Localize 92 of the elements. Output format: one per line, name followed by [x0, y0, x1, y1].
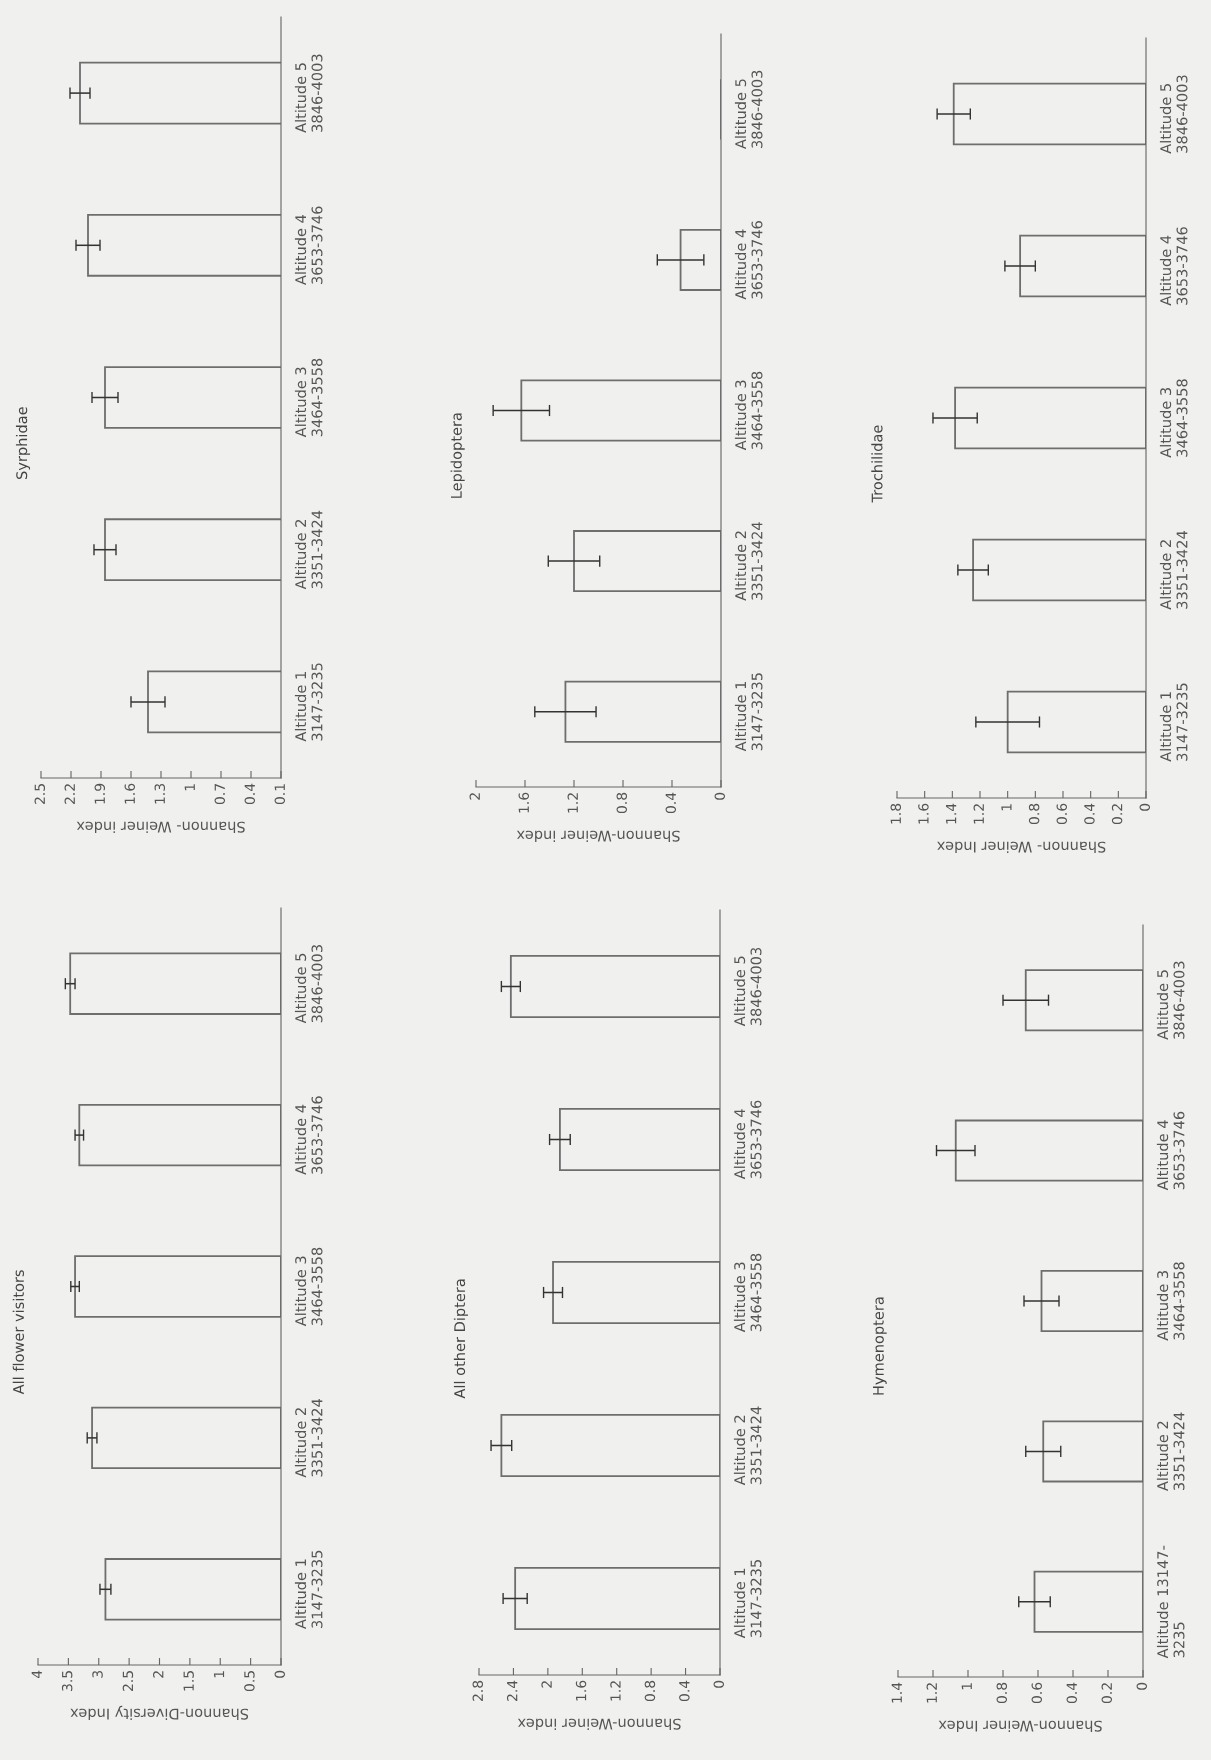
x-tick-label: 0: [714, 792, 726, 800]
x-tick-label: 2.5: [34, 784, 46, 804]
x-tick-label: 1.4: [946, 803, 957, 824]
x-tick-label: 1.6: [575, 1680, 587, 1701]
x-axis-title: Shannon- Weiner index: [76, 821, 245, 833]
x-tick-label: 1.2: [926, 1683, 937, 1703]
x-axis-title: Shannon-Weiner index: [517, 1718, 681, 1730]
x-tick-label: 0.8: [616, 792, 628, 814]
x-tick-label: 0.1: [274, 784, 286, 805]
x-tick-label: 3.5: [61, 1671, 73, 1691]
x-tick-label: 2.2: [64, 784, 75, 804]
y-tick-label: Altitude 1 3147-3235: [1159, 683, 1188, 762]
y-tick-label: Altitude 13147- 3235: [1156, 1545, 1185, 1659]
text: Trochilidae: [871, 425, 883, 503]
y-tick-label: Altitude 2 3351-3424: [1156, 1412, 1185, 1492]
x-tick-label: 1: [1001, 804, 1012, 811]
y-tick-label: Altitude 2 3351-3424: [1159, 531, 1188, 610]
x-tick-label: 0.4: [244, 783, 256, 805]
y-tick-label: Altitude 1 3147-3235: [294, 1550, 323, 1629]
y-tick-label: Altitude 5 3846-4003: [1159, 75, 1188, 154]
y-tick-label: Altitude 3 3464-3558: [734, 371, 763, 451]
x-axis-title: Shannon-Diversity Index: [70, 1705, 249, 1720]
x-tick-label: 1.2: [567, 793, 578, 813]
y-tick-label: Altitude 1 3147-3235: [734, 673, 763, 752]
x-tick-label: 2: [469, 793, 480, 800]
x-tick-label: 1.9: [94, 783, 106, 804]
x-tick-label: 2.5: [122, 1671, 134, 1691]
x-tick-label: 1.2: [610, 1681, 621, 1701]
y-tick-label: Altitude 1 3147-3235: [294, 663, 323, 742]
x-tick-label: 0: [274, 1670, 286, 1678]
x-axis-title: Shannon- Weiner Index: [937, 841, 1106, 853]
x-tick-label: 1.6: [518, 792, 530, 813]
text: Hymenoptera: [873, 1297, 887, 1395]
x-tick-label: 1: [213, 1671, 225, 1678]
y-tick-label: Altitude 2 3351-3424: [734, 522, 763, 601]
x-axis-title: Shannon-Weiner Index: [938, 1720, 1102, 1732]
y-tick-label: Altitude 2 3351-3424: [294, 1398, 323, 1478]
y-tick-label: Altitude 4 3653-3746: [734, 221, 763, 300]
text: All flower visitors: [12, 1270, 25, 1395]
y-tick-label: Altitude 3 3464-3558: [733, 1253, 762, 1333]
x-tick-label: 1.3: [154, 783, 166, 804]
y-tick-label: Altitude 3 3464-3558: [294, 1247, 323, 1327]
x-tick-label: 0: [1136, 1682, 1148, 1690]
x-tick-label: 0.4: [1066, 1682, 1078, 1704]
x-tick-label: 1.6: [124, 783, 136, 804]
x-tick-label: 0.6: [1056, 803, 1068, 825]
x-tick-label: 0.6: [1031, 1682, 1043, 1704]
x-tick-label: 0.5: [244, 1671, 255, 1692]
y-tick-label: Altitude 5 3846-4003: [733, 947, 762, 1027]
y-tick-label: Altitude 1 3147-3235: [733, 1560, 762, 1639]
x-tick-label: 1.4: [891, 1682, 902, 1703]
y-tick-label: Altitude 4 3653-3746: [1159, 227, 1188, 306]
x-tick-label: 4: [31, 1670, 42, 1679]
y-tick-label: Altitude 3 3464-3558: [294, 358, 323, 438]
y-tick-label: Altitude 3 3464-3558: [1156, 1262, 1185, 1341]
x-tick-label: 0.4: [665, 792, 677, 814]
x-tick-label: 0.7: [214, 784, 226, 805]
x-tick-label: 0.8: [644, 1680, 656, 1702]
x-tick-label: 0.8: [1028, 803, 1040, 825]
x-tick-label: 1: [184, 784, 195, 791]
x-tick-label: 0: [1139, 803, 1151, 811]
y-tick-label: Altitude 5 3846-4003: [1156, 961, 1185, 1040]
x-tick-label: 2: [153, 1671, 164, 1678]
x-tick-label: 0: [713, 1680, 725, 1688]
x-tick-label: 3: [92, 1670, 103, 1678]
x-tick-label: 1.5: [183, 1671, 194, 1691]
y-tick-label: Altitude 4 3653-3746: [294, 206, 323, 285]
x-tick-label: 1.6: [918, 803, 929, 824]
x-tick-label: 0.8: [996, 1682, 1008, 1704]
x-tick-label: 2.8: [472, 1680, 484, 1701]
x-tick-label: 0.4: [1084, 803, 1095, 825]
x-tick-label: 0.4: [679, 1680, 690, 1702]
y-tick-label: Altitude 5 3846-4003: [734, 70, 763, 149]
text: Lepidoptera: [450, 413, 465, 498]
x-tick-label: 2.4: [506, 1680, 518, 1701]
x-tick-label: 0.2: [1101, 1683, 1113, 1704]
x-axis-title: Shannon-Weiner index: [516, 830, 680, 842]
x-tick-label: 1: [961, 1683, 972, 1690]
y-tick-label: Altitude 3 3464-3558: [1159, 379, 1188, 458]
y-tick-label: Altitude 2 3351-3424: [294, 510, 323, 590]
y-tick-label: Altitude 5 3846-4003: [294, 945, 323, 1024]
y-tick-label: Altitude 4 3653-3746: [294, 1096, 323, 1175]
x-tick-label: 1.8: [890, 803, 902, 824]
y-tick-label: Altitude 4 3653-3746: [1156, 1111, 1185, 1191]
x-tick-label: 0.2: [1111, 804, 1123, 825]
x-tick-label: 1.2: [973, 804, 984, 824]
y-tick-label: Altitude 4 3653-3746: [733, 1100, 762, 1180]
text: Syrphidae: [15, 407, 31, 479]
text: All other Diptera: [453, 1279, 468, 1399]
y-tick-label: Altitude 2 3351-3424: [733, 1406, 762, 1486]
x-tick-label: 2: [541, 1681, 552, 1688]
y-tick-label: Altitude 5 3846-4003: [294, 54, 323, 133]
